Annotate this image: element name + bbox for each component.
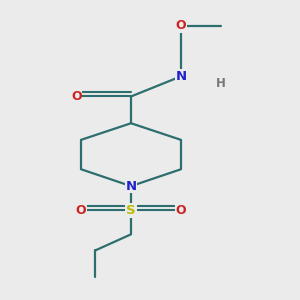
Text: O: O <box>176 19 186 32</box>
Text: N: N <box>175 70 186 83</box>
Text: H: H <box>216 76 226 90</box>
Text: O: O <box>76 204 86 217</box>
Text: O: O <box>71 90 82 103</box>
Text: S: S <box>126 204 136 217</box>
Text: O: O <box>176 204 186 217</box>
Text: N: N <box>125 180 136 193</box>
